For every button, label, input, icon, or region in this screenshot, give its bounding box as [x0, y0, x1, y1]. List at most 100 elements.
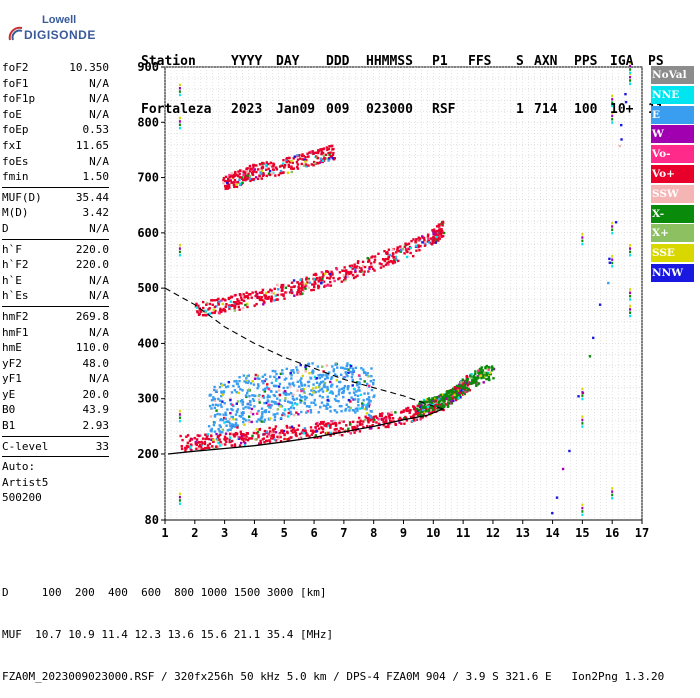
echo-point: [178, 495, 181, 499]
echo-point: [260, 172, 263, 176]
echo-point: [215, 298, 219, 302]
param-value: N/A: [89, 154, 109, 168]
echo-point: [277, 173, 281, 177]
echo-point: [273, 438, 277, 441]
echo-point: [316, 365, 320, 368]
echo-point: [268, 395, 271, 398]
echo-point: [303, 164, 306, 167]
param-row: h`F 220.0: [2, 242, 109, 258]
echo-point: [351, 373, 354, 376]
echo-point: [465, 375, 469, 379]
echo-point: [276, 435, 279, 439]
echo-point: [358, 416, 361, 420]
echo-point: [224, 413, 228, 417]
echo-point: [422, 398, 426, 402]
echo-point: [297, 413, 300, 416]
echo-point: [248, 394, 251, 398]
echo-point: [178, 492, 181, 496]
echo-point: [257, 394, 260, 398]
echo-point: [362, 426, 365, 429]
echo-point: [228, 434, 232, 438]
echo-point: [551, 511, 554, 515]
echo-point: [241, 306, 245, 310]
echo-point: [372, 395, 375, 399]
echo-point: [258, 377, 261, 380]
echo-point: [365, 412, 369, 415]
echo-point: [427, 408, 430, 412]
header-label-9: PPS: [574, 54, 598, 69]
echo-point: [235, 432, 238, 436]
echo-point: [238, 308, 241, 311]
echo-point: [324, 404, 328, 408]
param-row: C-level 33: [2, 439, 109, 455]
echo-point: [270, 295, 273, 298]
echo-point: [222, 178, 225, 182]
echo-point: [229, 179, 232, 183]
echo-point: [395, 258, 398, 261]
echo-point: [434, 241, 438, 244]
legend-item-w: W: [651, 125, 694, 144]
logo-lowell-text: Lowell: [42, 14, 77, 26]
echo-point: [356, 409, 359, 412]
echo-point: [261, 161, 264, 165]
echo-point: [287, 393, 291, 396]
echo-point: [427, 241, 431, 244]
echo-point: [342, 386, 346, 390]
echo-point: [221, 393, 225, 396]
echo-point: [308, 281, 312, 284]
echo-point: [233, 389, 237, 392]
echo-point: [220, 405, 223, 408]
param-separator: [2, 186, 109, 188]
echo-point: [211, 303, 214, 306]
echo-point: [276, 408, 280, 411]
echo-point: [611, 111, 614, 114]
echo-point: [333, 428, 336, 431]
echo-point: [262, 171, 265, 175]
echo-point: [358, 382, 361, 386]
echo-point: [388, 413, 392, 417]
param-value: 43.9: [82, 403, 110, 417]
echo-point: [221, 309, 225, 312]
echo-point: [295, 160, 299, 164]
echo-point: [451, 393, 454, 396]
echo-point: [321, 396, 324, 399]
echo-point: [356, 261, 360, 265]
echo-point: [198, 447, 201, 450]
echo-point: [246, 294, 249, 298]
echo-point: [220, 299, 223, 302]
echo-point: [273, 299, 276, 302]
echo-point: [226, 179, 230, 182]
echo-point: [272, 435, 275, 439]
echo-point: [290, 429, 293, 432]
echo-point: [474, 372, 477, 376]
echo-point: [464, 390, 467, 394]
echo-point: [354, 275, 357, 279]
echo-point: [260, 407, 264, 410]
echo-point: [314, 282, 317, 285]
echo-point: [211, 299, 214, 302]
echo-point: [423, 244, 427, 247]
echo-point: [242, 293, 245, 296]
echo-point: [356, 420, 359, 424]
echo-point: [208, 446, 211, 450]
echo-point: [289, 167, 293, 170]
echo-point: [266, 394, 270, 397]
echo-point: [246, 302, 249, 306]
echo-point: [320, 271, 324, 274]
echo-point: [291, 167, 295, 171]
echo-point: [608, 257, 611, 261]
echo-point: [305, 158, 308, 162]
echo-point: [581, 391, 584, 394]
echo-point: [341, 427, 344, 431]
echo-point: [275, 377, 278, 381]
echo-point: [262, 437, 266, 440]
echo-point: [229, 300, 233, 303]
echo-point: [306, 281, 309, 284]
echo-point: [247, 293, 251, 296]
echo-point: [201, 437, 205, 440]
echo-point: [310, 163, 313, 166]
echo-point: [459, 396, 462, 399]
footer-distance-line: D 100 200 400 600 800 1000 1500 3000 [km…: [2, 586, 327, 599]
echo-point: [300, 377, 303, 380]
echo-point: [260, 417, 263, 420]
